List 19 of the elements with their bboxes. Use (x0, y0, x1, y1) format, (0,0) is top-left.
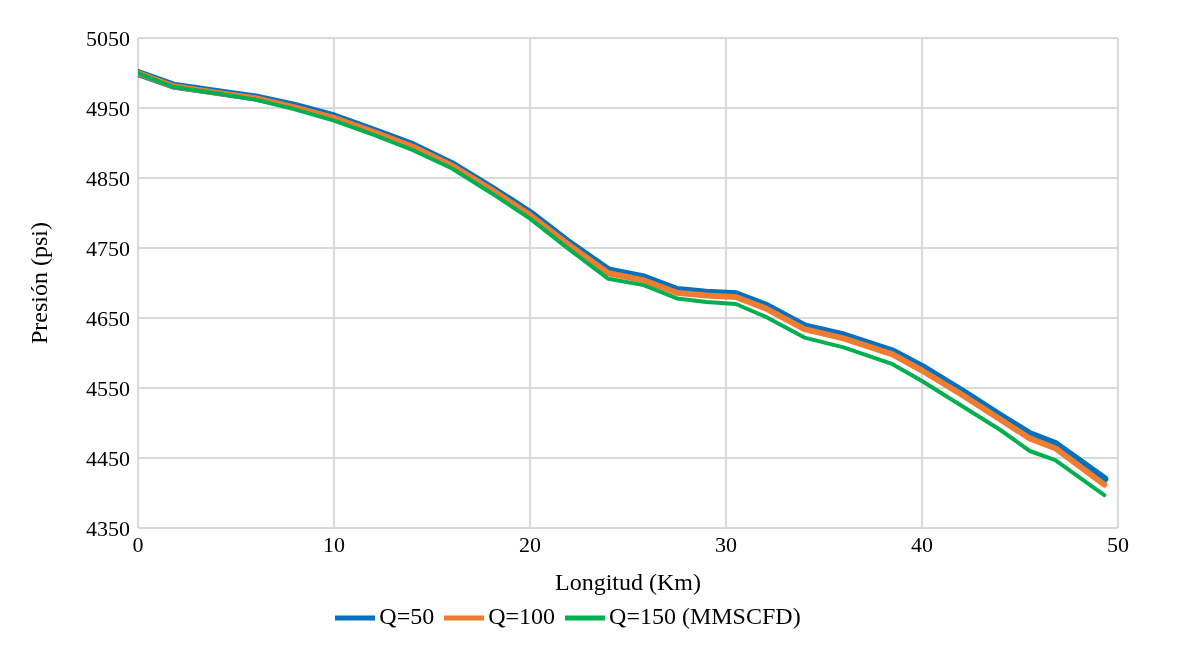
x-tick-label: 20 (519, 531, 541, 557)
y-tick-label: 4350 (86, 515, 130, 541)
x-tick-label: 10 (323, 531, 345, 557)
x-tick-label: 50 (1107, 531, 1129, 557)
x-tick-label: 0 (132, 531, 144, 557)
y-tick-label: 4850 (86, 165, 130, 191)
legend-label: Q=50 (379, 602, 435, 629)
legend-label: Q=150 (MMSCFD) (609, 602, 801, 629)
y-axis-title: Presión (psi) (25, 222, 52, 344)
x-tick-label: 40 (911, 531, 933, 557)
x-axis-title: Longitud (Km) (555, 569, 701, 595)
legend-label: Q=100 (488, 602, 556, 629)
y-tick-label: 4750 (86, 235, 130, 261)
y-tick-label: 4550 (86, 375, 130, 401)
x-tick-label: 30 (715, 531, 737, 557)
y-tick-label: 4950 (86, 95, 130, 121)
y-tick-label: 4450 (86, 445, 130, 471)
y-tick-label: 5050 (86, 25, 130, 51)
y-tick-label: 4650 (86, 305, 130, 331)
